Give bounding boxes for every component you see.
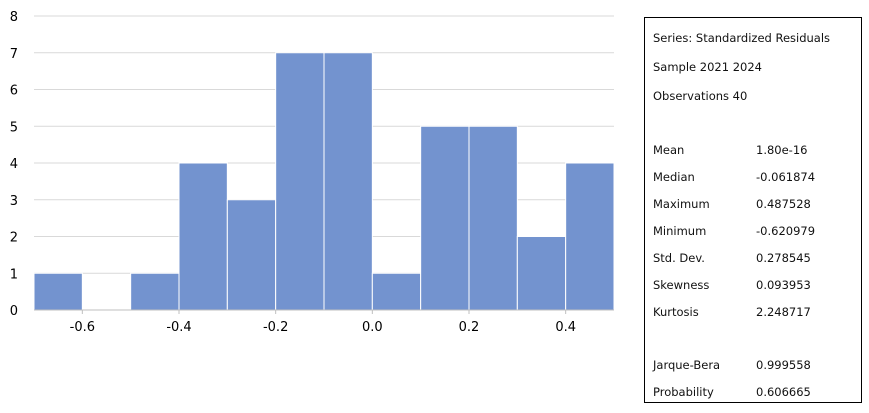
y-tick-label: 6: [10, 84, 18, 99]
y-tick-label: 4: [10, 157, 18, 172]
histogram-bar: [33, 272, 83, 311]
histogram-bar: [565, 162, 615, 311]
histogram-bar: [468, 125, 518, 311]
x-tick-label: 0.2: [459, 320, 480, 335]
stat-label: Mean: [653, 143, 685, 157]
histogram-bar: [178, 162, 228, 311]
stat-value: 0.093953: [756, 278, 811, 292]
stat-value: 2.248717: [756, 305, 811, 319]
series-name: Series: Standardized Residuals: [653, 31, 831, 45]
histogram-bar: [275, 52, 325, 311]
stat-row-std-dev: Std. Dev. 0.278545: [653, 245, 853, 272]
histogram-bar: [371, 272, 422, 311]
x-tick-label: 0.0: [362, 320, 383, 335]
y-tick-label: 0: [10, 304, 18, 319]
stat-label: Std. Dev.: [653, 251, 705, 265]
stat-label: Kurtosis: [653, 305, 699, 319]
y-tick-label: 7: [10, 47, 18, 62]
stat-value: 0.278545: [756, 251, 811, 265]
stat-row-maximum: Maximum 0.487528: [653, 191, 853, 218]
stat-label: Minimum: [653, 224, 707, 238]
stat-row-probability: Probability 0.606665: [653, 379, 853, 406]
stat-label: Jarque-Bera: [653, 358, 721, 372]
x-tick-label: -0.6: [70, 320, 95, 335]
stat-label: Median: [653, 170, 695, 184]
histogram-bar: [130, 272, 180, 311]
stat-row-kurtosis: Kurtosis 2.248717: [653, 299, 853, 326]
y-tick-label: 3: [10, 194, 18, 209]
observations-count: Observations 40: [653, 89, 748, 103]
y-tick-label: 1: [10, 267, 18, 282]
y-tick-label: 5: [10, 120, 18, 135]
x-tick-label: -0.2: [263, 320, 288, 335]
stat-label: Maximum: [653, 197, 710, 211]
y-tick-label: 8: [10, 10, 18, 25]
y-tick-label: 2: [10, 231, 18, 246]
histogram-bar: [420, 125, 470, 311]
stat-row-median: Median -0.061874: [653, 164, 853, 191]
stat-value: 0.487528: [756, 197, 811, 211]
stat-value: -0.061874: [756, 170, 816, 184]
stat-value: 0.999558: [756, 358, 811, 372]
stat-row-jarque-bera: Jarque-Bera 0.999558: [653, 352, 853, 379]
histogram-chart: 0 1 2 3 4 5 6 7 8 -0.6 -0.4 -0.2 0.0 0.2 0.4: [10, 10, 615, 335]
statistics-panel: Series: Standardized Residuals Sample 20…: [644, 17, 862, 403]
sample-range: Sample 2021 2024: [653, 60, 762, 74]
stat-value: 0.606665: [756, 385, 811, 399]
stat-label: Skewness: [653, 278, 710, 292]
histogram-bar: [226, 199, 277, 311]
stat-row-mean: Mean 1.80e-16: [653, 137, 853, 164]
stat-label: Probability: [653, 385, 714, 399]
histogram-bar: [516, 236, 567, 311]
x-tick-label: -0.4: [166, 320, 191, 335]
stat-value: 1.80e-16: [756, 143, 808, 157]
x-tick-label: 0.4: [555, 320, 576, 335]
histogram-bar: [323, 52, 373, 311]
histogram-svg: 0 1 2 3 4 5 6 7 8 -0.6 -0.4 -0.2 0.0 0.2 0.4: [10, 10, 615, 335]
stat-row-minimum: Minimum -0.620979: [653, 218, 853, 245]
stat-row-skewness: Skewness 0.093953: [653, 272, 853, 299]
stat-value: -0.620979: [756, 224, 816, 238]
